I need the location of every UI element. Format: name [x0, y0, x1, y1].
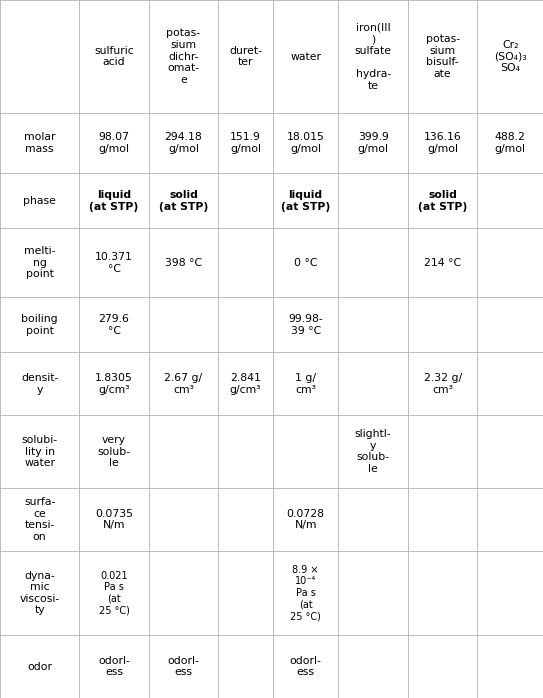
- Text: 18.015
g/mol: 18.015 g/mol: [287, 133, 325, 154]
- Text: densit-
y: densit- y: [21, 373, 58, 394]
- Text: dyna-
mic
viscosi-
ty: dyna- mic viscosi- ty: [20, 571, 60, 616]
- Text: surfa-
ce
tensi-
on: surfa- ce tensi- on: [24, 497, 55, 542]
- Text: 2.32 g/
cm³: 2.32 g/ cm³: [424, 373, 462, 394]
- Text: odorl-
ess: odorl- ess: [98, 656, 130, 677]
- Text: 10.371
°C: 10.371 °C: [95, 252, 133, 274]
- Text: liquid
(at STP): liquid (at STP): [281, 190, 330, 211]
- Text: potas-
sium
dichr-
omat-
e: potas- sium dichr- omat- e: [166, 29, 200, 85]
- Text: 279.6
°C: 279.6 °C: [99, 314, 129, 336]
- Text: very
solub-
le: very solub- le: [97, 435, 130, 468]
- Text: 1 g/
cm³: 1 g/ cm³: [295, 373, 316, 394]
- Text: molar
mass: molar mass: [24, 133, 55, 154]
- Text: 399.9
g/mol: 399.9 g/mol: [358, 133, 389, 154]
- Text: 2.841
g/cm³: 2.841 g/cm³: [230, 373, 261, 394]
- Text: odor: odor: [27, 662, 52, 671]
- Text: iron(III
)
sulfate

hydra-
te: iron(III ) sulfate hydra- te: [355, 23, 392, 91]
- Text: 398 °C: 398 °C: [165, 258, 202, 268]
- Text: solubi-
lity in
water: solubi- lity in water: [22, 435, 58, 468]
- Text: 1.8305
g/cm³: 1.8305 g/cm³: [95, 373, 133, 394]
- Text: melti-
ng
point: melti- ng point: [24, 246, 55, 279]
- Text: solid
(at STP): solid (at STP): [418, 190, 468, 211]
- Text: odorl-
ess: odorl- ess: [168, 656, 199, 677]
- Text: boiling
point: boiling point: [21, 314, 58, 336]
- Text: 99.98-
39 °C: 99.98- 39 °C: [288, 314, 323, 336]
- Text: 294.18
g/mol: 294.18 g/mol: [165, 133, 203, 154]
- Text: slightl-
y
solub-
le: slightl- y solub- le: [355, 429, 392, 474]
- Text: 151.9
g/mol: 151.9 g/mol: [230, 133, 261, 154]
- Text: duret-
ter: duret- ter: [229, 46, 262, 68]
- Text: 0 °C: 0 °C: [294, 258, 318, 268]
- Text: potas-
sium
bisulf-
ate: potas- sium bisulf- ate: [426, 34, 460, 79]
- Text: 214 °C: 214 °C: [424, 258, 461, 268]
- Text: 0.0728
N/m: 0.0728 N/m: [287, 509, 325, 530]
- Text: phase: phase: [23, 195, 56, 206]
- Text: solid
(at STP): solid (at STP): [159, 190, 208, 211]
- Text: 98.07
g/mol: 98.07 g/mol: [98, 133, 130, 154]
- Text: 488.2
g/mol: 488.2 g/mol: [495, 133, 526, 154]
- Text: 2.67 g/
cm³: 2.67 g/ cm³: [165, 373, 203, 394]
- Text: 136.16
g/mol: 136.16 g/mol: [424, 133, 462, 154]
- Text: odorl-
ess: odorl- ess: [290, 656, 321, 677]
- Text: Cr₂
(SO₄)₃
SO₄: Cr₂ (SO₄)₃ SO₄: [494, 40, 527, 73]
- Text: 0.0735
N/m: 0.0735 N/m: [95, 509, 133, 530]
- Text: 0.021
Pa s
(at
25 °C): 0.021 Pa s (at 25 °C): [99, 571, 129, 616]
- Text: water: water: [290, 52, 321, 61]
- Text: sulfuric
acid: sulfuric acid: [94, 46, 134, 68]
- Text: liquid
(at STP): liquid (at STP): [90, 190, 138, 211]
- Text: 8.9 ×
10⁻⁴
Pa s
(at
25 °C): 8.9 × 10⁻⁴ Pa s (at 25 °C): [291, 565, 321, 621]
